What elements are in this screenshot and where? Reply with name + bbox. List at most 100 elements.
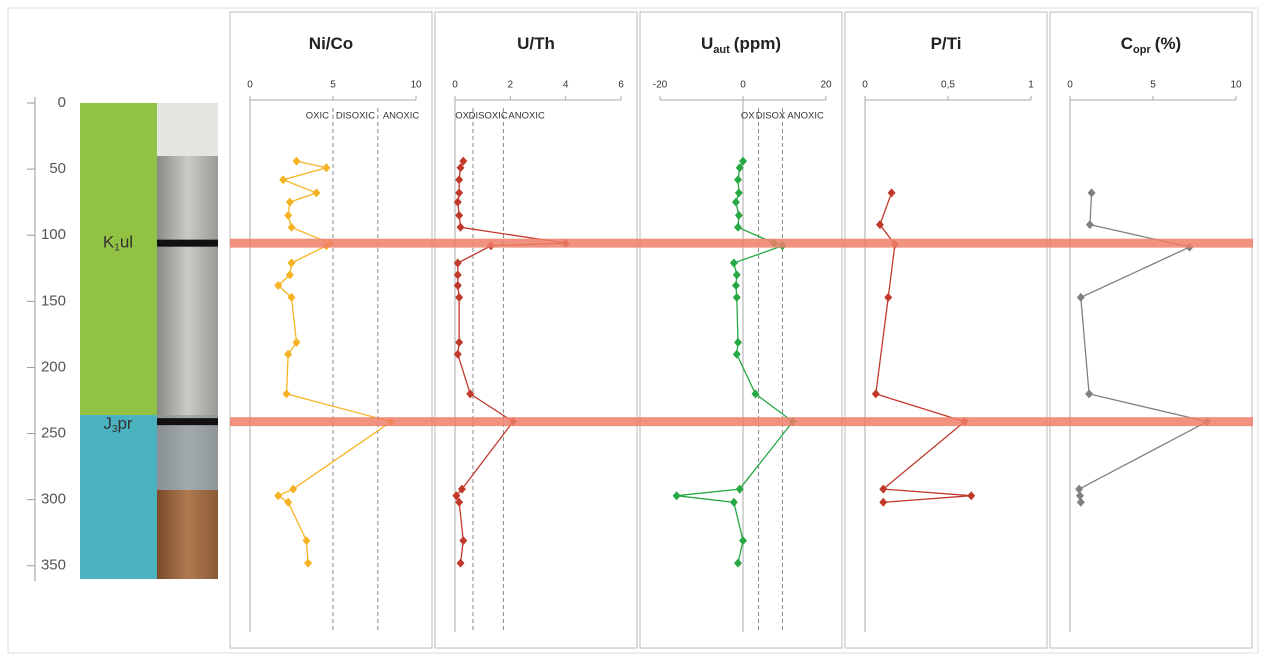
data-line xyxy=(455,160,566,564)
panel-title: Copr (%) xyxy=(1121,34,1181,55)
title-main: C xyxy=(1121,34,1133,53)
data-point xyxy=(967,491,976,501)
data-point xyxy=(879,484,888,494)
x-tick-label: 10 xyxy=(410,80,422,91)
data-point xyxy=(456,558,465,568)
lithology-unit xyxy=(80,103,157,416)
data-point xyxy=(302,536,311,546)
data-point xyxy=(734,222,743,232)
x-tick-label: 2 xyxy=(508,80,514,91)
panel-frame xyxy=(1049,11,1253,649)
data-point xyxy=(453,270,462,280)
depth-tick-label: 0 xyxy=(58,94,66,111)
data-point xyxy=(284,210,293,220)
data-point xyxy=(453,258,462,268)
data-point xyxy=(735,484,744,494)
data-point xyxy=(871,389,880,399)
x-tick-label: 0,5 xyxy=(941,80,955,91)
data-point xyxy=(455,175,464,185)
event-band xyxy=(230,417,1253,427)
depth-tick-label: 100 xyxy=(41,226,66,243)
panel-frame xyxy=(639,11,843,649)
x-tick-label: 0 xyxy=(452,80,458,91)
data-point xyxy=(453,197,462,207)
data-point xyxy=(279,175,288,185)
title-sub: opr xyxy=(1133,44,1151,56)
data-point xyxy=(1085,389,1094,399)
data-point xyxy=(292,156,301,166)
data-point xyxy=(732,349,741,359)
zone-label: DISOXIC xyxy=(469,111,508,122)
lithology-label: K1ul xyxy=(103,233,133,253)
data-point xyxy=(304,558,313,568)
frame xyxy=(7,7,1259,654)
zone-label: OX xyxy=(741,111,755,122)
data-point xyxy=(751,389,760,399)
data-point xyxy=(455,497,464,507)
panel-frame xyxy=(844,11,1048,649)
panel-title: U/Th xyxy=(517,34,555,53)
data-point xyxy=(285,270,294,280)
zone-label: ANOXIC xyxy=(787,111,824,122)
data-point xyxy=(457,484,466,494)
data-point xyxy=(456,222,465,232)
data-point xyxy=(734,210,743,220)
title-suffix: (%) xyxy=(1155,34,1181,53)
zone-label: ANOXIC xyxy=(508,111,545,122)
zone-label: OX xyxy=(455,111,469,122)
data-point xyxy=(884,292,893,302)
depth-tick-label: 50 xyxy=(49,160,66,177)
data-point xyxy=(466,389,475,399)
label-sub: 1 xyxy=(114,242,120,253)
depth-tick-label: 250 xyxy=(41,425,66,442)
data-point xyxy=(731,197,740,207)
panel-frame xyxy=(229,11,433,649)
data-point xyxy=(455,188,464,198)
data-point xyxy=(734,558,743,568)
data-point xyxy=(274,491,283,501)
data-point xyxy=(455,210,464,220)
x-tick-label: 4 xyxy=(563,80,569,91)
x-tick-label: 5 xyxy=(1150,80,1156,91)
data-point xyxy=(1076,292,1085,302)
texture-light xyxy=(157,103,218,156)
label-suffix: ul xyxy=(120,233,133,252)
depth-tick-label: 350 xyxy=(41,557,66,574)
data-point xyxy=(739,156,747,166)
data-point xyxy=(287,292,296,302)
label-main: J xyxy=(103,415,112,434)
data-point xyxy=(739,536,747,546)
title-main: U/Th xyxy=(517,34,555,53)
panel: Ni/Co 0 5 10 OXIC DISOXIC ANOXIC xyxy=(229,11,433,649)
lithology-unit xyxy=(80,415,157,579)
data-point xyxy=(672,491,681,501)
event-marker xyxy=(157,239,218,247)
label-suffix: pr xyxy=(117,415,132,434)
data-point xyxy=(1075,491,1084,501)
x-tick-label: 5 xyxy=(330,80,336,91)
data-point xyxy=(287,258,296,268)
data-point xyxy=(879,497,888,507)
panel-title: Ni/Co xyxy=(309,34,353,53)
x-tick-label: 10 xyxy=(1230,80,1242,91)
depth-tick-label: 200 xyxy=(41,358,66,375)
x-tick-label: 6 xyxy=(618,80,624,91)
label-main: K xyxy=(103,233,115,252)
data-point xyxy=(312,188,321,198)
depth-tick-label: 150 xyxy=(41,292,66,309)
data-point xyxy=(456,163,465,173)
data-point xyxy=(1087,188,1096,198)
data-point xyxy=(274,280,283,290)
data-point xyxy=(455,292,464,302)
data-point xyxy=(453,349,462,359)
title-main: U xyxy=(701,34,713,53)
data-point xyxy=(455,337,464,347)
data-point xyxy=(284,349,293,359)
data-line xyxy=(276,160,393,564)
label-sub: 3 xyxy=(112,424,118,435)
title-sub: aut xyxy=(713,44,730,56)
data-point xyxy=(459,156,468,166)
title-main: P/Ti xyxy=(931,34,962,53)
data-point xyxy=(732,292,741,302)
panel: U/Th 0 2 4 6 OX DISOXIC ANOXIC xyxy=(434,11,638,649)
